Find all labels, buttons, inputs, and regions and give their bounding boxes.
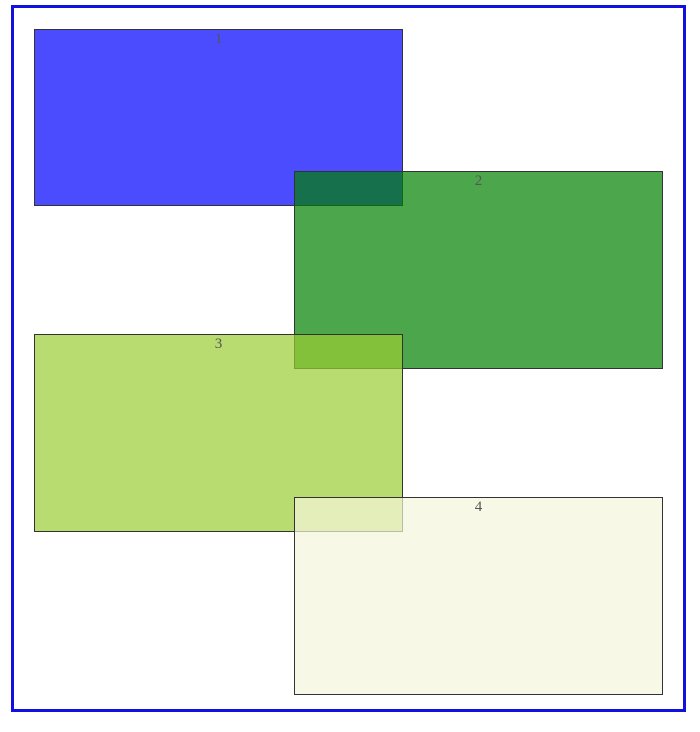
box-1-label: 1 (214, 31, 223, 47)
box-3-label: 3 (214, 336, 223, 352)
box-2-label: 2 (474, 173, 483, 189)
box-4-label: 4 (474, 499, 483, 515)
box-4: 4 (294, 497, 663, 695)
